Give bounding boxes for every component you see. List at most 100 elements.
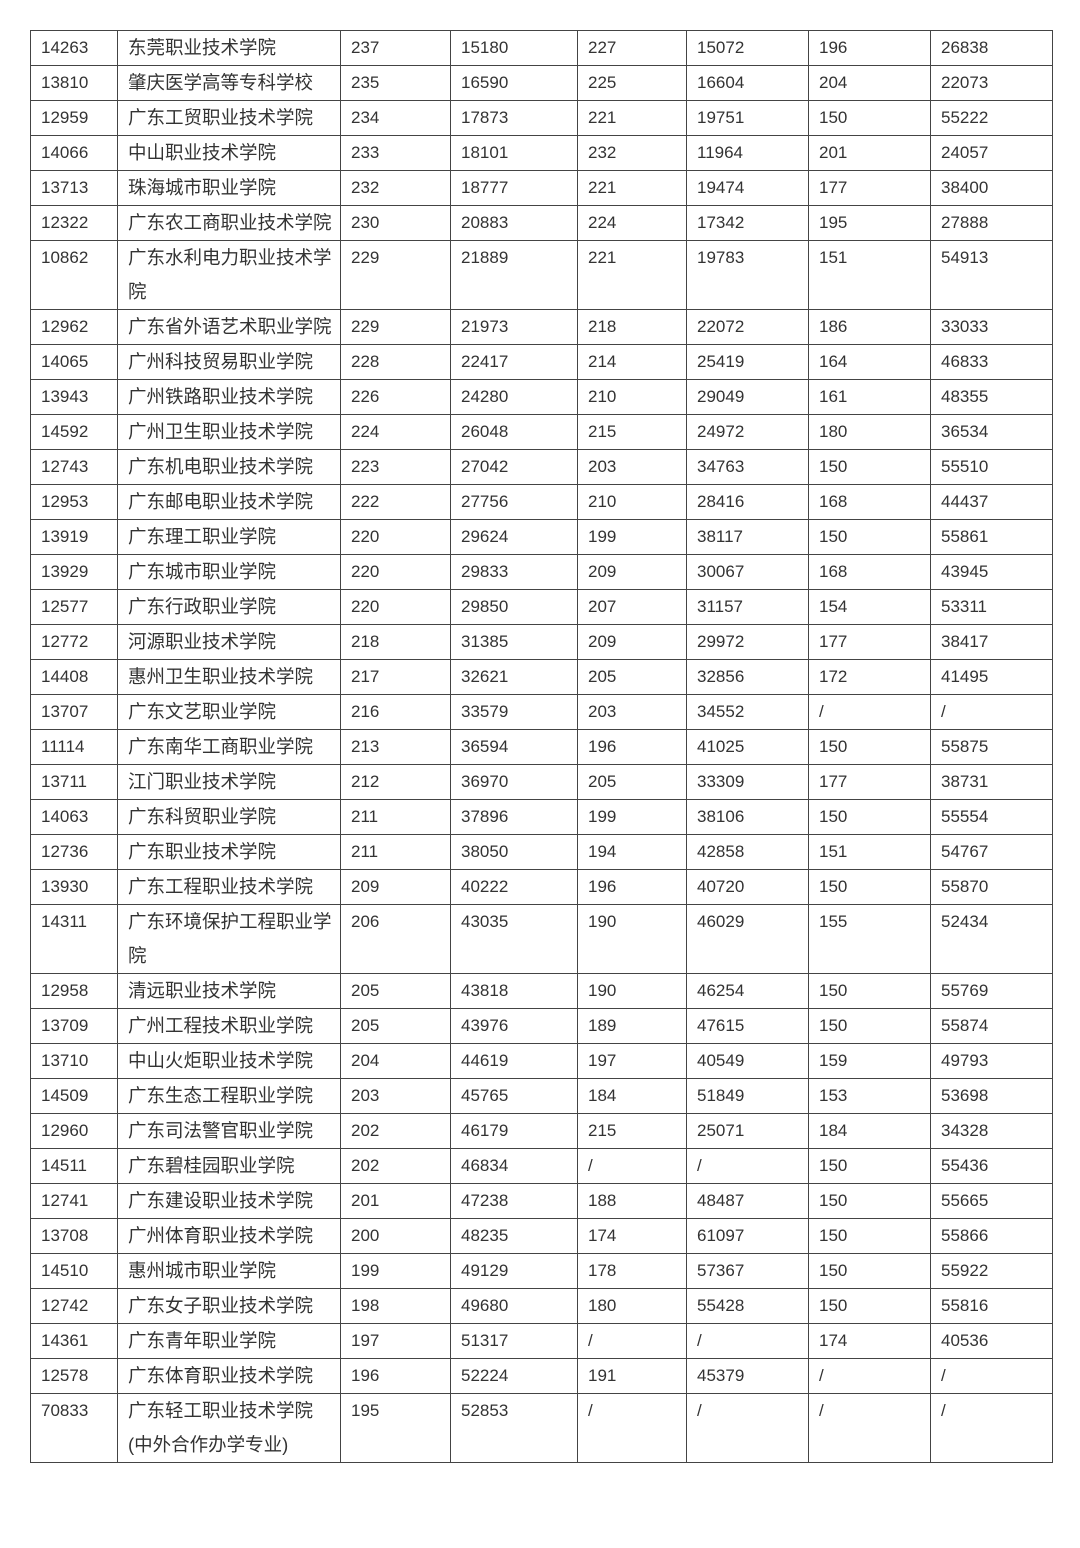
school-code-cell: 12958 xyxy=(30,973,118,1009)
score-a-cell: 203 xyxy=(340,1078,451,1114)
school-name-cell: 广东城市职业学院 xyxy=(117,554,341,590)
rank-b-cell: 40720 xyxy=(686,869,809,905)
score-b-cell: 180 xyxy=(577,1288,687,1324)
school-code-cell: 13709 xyxy=(30,1008,118,1044)
rank-a-cell: 26048 xyxy=(450,414,578,450)
rank-b-cell: 51849 xyxy=(686,1078,809,1114)
school-code-cell: 13708 xyxy=(30,1218,118,1254)
rank-b-cell: 24972 xyxy=(686,414,809,450)
school-name-cell: 东莞职业技术学院 xyxy=(117,30,341,66)
score-a-cell: 229 xyxy=(340,240,451,310)
table-row: 10862 广东水利电力职业技术学院 229 21889 221 19783 151 5491… xyxy=(30,240,1053,310)
score-a-cell: 222 xyxy=(340,484,451,520)
score-a-cell: 229 xyxy=(340,309,451,345)
school-name-cell: 肇庆医学高等专科学校 xyxy=(117,65,341,101)
rank-b-cell: 38117 xyxy=(686,519,809,555)
rank-c-cell: 55436 xyxy=(930,1148,1053,1184)
score-a-cell: 228 xyxy=(340,344,451,380)
rank-c-cell: 55922 xyxy=(930,1253,1053,1289)
school-code-cell: 13919 xyxy=(30,519,118,555)
rank-a-cell: 32621 xyxy=(450,659,578,695)
school-code-cell: 70833 xyxy=(30,1393,118,1463)
rank-c-cell: / xyxy=(930,1393,1053,1463)
score-b-cell: 215 xyxy=(577,414,687,450)
score-b-cell: 232 xyxy=(577,135,687,171)
table-row: 14510 惠州城市职业学院 199 49129 178 57367 150 55922 xyxy=(30,1253,1053,1289)
score-c-cell: / xyxy=(808,694,931,730)
score-b-cell: 196 xyxy=(577,869,687,905)
rank-c-cell: 38417 xyxy=(930,624,1053,660)
school-code-cell: 11114 xyxy=(30,729,118,765)
school-code-cell: 12743 xyxy=(30,449,118,485)
school-name-cell: 广东机电职业技术学院 xyxy=(117,449,341,485)
school-name-cell: 惠州卫生职业技术学院 xyxy=(117,659,341,695)
score-c-cell: 184 xyxy=(808,1113,931,1149)
score-c-cell: 151 xyxy=(808,834,931,870)
school-code-cell: 10862 xyxy=(30,240,118,310)
score-a-cell: 201 xyxy=(340,1183,451,1219)
score-b-cell: 221 xyxy=(577,100,687,136)
school-name-cell: 广东科贸职业学院 xyxy=(117,799,341,835)
rank-b-cell: 17342 xyxy=(686,205,809,241)
school-code-cell: 14592 xyxy=(30,414,118,450)
school-name-cell: 广东司法警官职业学院 xyxy=(117,1113,341,1149)
rank-b-cell: 11964 xyxy=(686,135,809,171)
rank-a-cell: 48235 xyxy=(450,1218,578,1254)
school-name-cell: 广州工程技术职业学院 xyxy=(117,1008,341,1044)
school-code-cell: 13929 xyxy=(30,554,118,590)
rank-c-cell: 41495 xyxy=(930,659,1053,695)
score-c-cell: 201 xyxy=(808,135,931,171)
rank-a-cell: 43976 xyxy=(450,1008,578,1044)
score-b-cell: 209 xyxy=(577,624,687,660)
score-b-cell: 205 xyxy=(577,764,687,800)
score-b-cell: 215 xyxy=(577,1113,687,1149)
rank-c-cell: / xyxy=(930,694,1053,730)
score-b-cell: 221 xyxy=(577,170,687,206)
score-c-cell: 154 xyxy=(808,589,931,625)
rank-a-cell: 38050 xyxy=(450,834,578,870)
score-b-cell: / xyxy=(577,1148,687,1184)
school-code-cell: 13930 xyxy=(30,869,118,905)
rank-c-cell: 46833 xyxy=(930,344,1053,380)
score-b-cell: 184 xyxy=(577,1078,687,1114)
score-c-cell: 172 xyxy=(808,659,931,695)
score-b-cell: 209 xyxy=(577,554,687,590)
school-name-cell: 广东工贸职业技术学院 xyxy=(117,100,341,136)
school-name-cell: 广东农工商职业技术学院 xyxy=(117,205,341,241)
rank-a-cell: 43035 xyxy=(450,904,578,974)
score-b-cell: 210 xyxy=(577,379,687,415)
score-b-cell: / xyxy=(577,1393,687,1463)
score-a-cell: 202 xyxy=(340,1113,451,1149)
score-c-cell: 177 xyxy=(808,624,931,660)
school-code-cell: 14066 xyxy=(30,135,118,171)
rank-a-cell: 21889 xyxy=(450,240,578,310)
rank-b-cell: 40549 xyxy=(686,1043,809,1079)
score-a-cell: 198 xyxy=(340,1288,451,1324)
table-row: 14361 广东青年职业学院 197 51317//174 40536 xyxy=(30,1323,1053,1359)
rank-b-cell: 22072 xyxy=(686,309,809,345)
rank-b-cell: 28416 xyxy=(686,484,809,520)
rank-a-cell: 36594 xyxy=(450,729,578,765)
school-name-cell: 广州卫生职业技术学院 xyxy=(117,414,341,450)
table-body: 14263 东莞职业技术学院 237 15180 227 15072 196 26838 138… xyxy=(30,30,1053,1463)
score-b-cell: 224 xyxy=(577,205,687,241)
score-a-cell: 196 xyxy=(340,1358,451,1394)
score-a-cell: 216 xyxy=(340,694,451,730)
rank-b-cell: 45379 xyxy=(686,1358,809,1394)
school-name-cell: 中山火炬职业技术学院 xyxy=(117,1043,341,1079)
score-c-cell: 150 xyxy=(808,973,931,1009)
rank-c-cell: 24057 xyxy=(930,135,1053,171)
rank-a-cell: 29850 xyxy=(450,589,578,625)
score-c-cell: 151 xyxy=(808,240,931,310)
rank-c-cell: 55222 xyxy=(930,100,1053,136)
score-a-cell: 211 xyxy=(340,834,451,870)
table-row: 12960 广东司法警官职业学院 202 46179 215 25071 184 34328 xyxy=(30,1113,1053,1149)
rank-b-cell: 57367 xyxy=(686,1253,809,1289)
rank-c-cell: 48355 xyxy=(930,379,1053,415)
score-b-cell: 227 xyxy=(577,30,687,66)
school-code-cell: 14511 xyxy=(30,1148,118,1184)
score-c-cell: 150 xyxy=(808,799,931,835)
rank-c-cell: 53698 xyxy=(930,1078,1053,1114)
score-b-cell: 174 xyxy=(577,1218,687,1254)
rank-a-cell: 21973 xyxy=(450,309,578,345)
